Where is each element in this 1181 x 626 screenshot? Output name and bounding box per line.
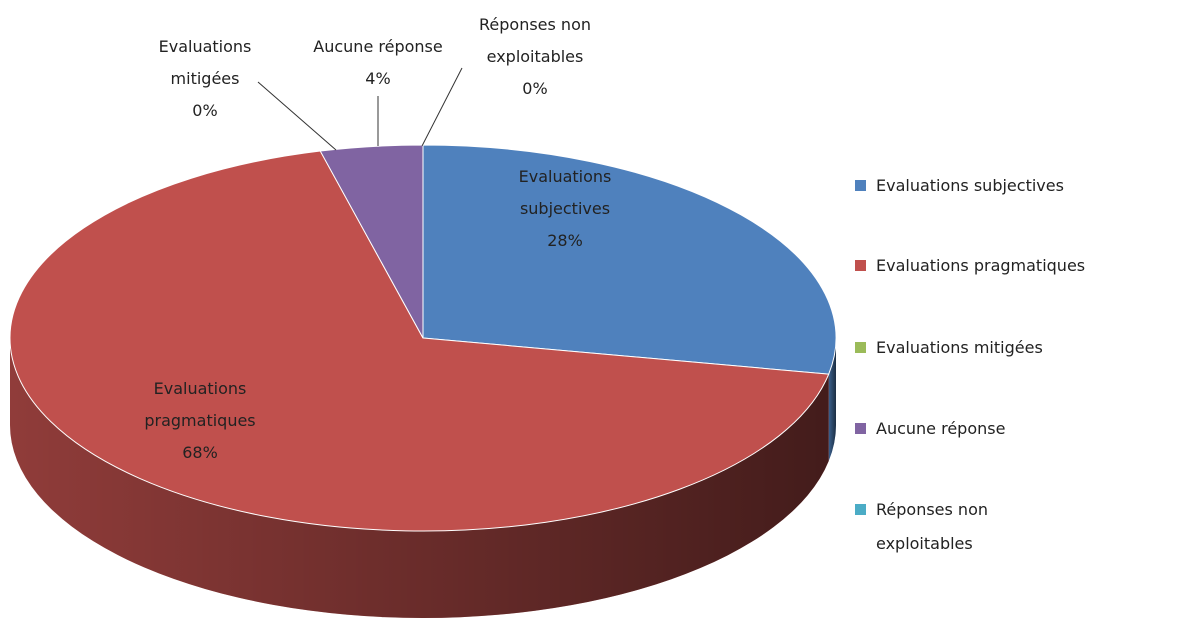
legend-swatch bbox=[855, 423, 866, 434]
data-label-category: Evaluations mitigées bbox=[158, 37, 252, 88]
legend-swatch bbox=[855, 504, 866, 515]
legend-item: Evaluations mitigées bbox=[855, 331, 1175, 365]
data-label-value: 4% bbox=[365, 69, 391, 88]
data-label-value: 0% bbox=[522, 79, 548, 98]
data-label: Réponses non exploitables 0% bbox=[460, 9, 610, 105]
data-label-value: 28% bbox=[547, 231, 583, 250]
data-label-category: Aucune réponse bbox=[313, 37, 443, 56]
data-label-value: 0% bbox=[192, 101, 218, 120]
legend-item: Evaluations subjectives bbox=[855, 169, 1175, 203]
legend-label: Aucune réponse bbox=[876, 419, 1006, 438]
slice bbox=[422, 144, 837, 375]
leader-line bbox=[257, 81, 337, 151]
legend-item: Aucune réponse bbox=[855, 412, 1175, 446]
legend-swatch bbox=[855, 342, 866, 353]
legend-label: Evaluations pragmatiques bbox=[876, 256, 1086, 275]
legend-swatch bbox=[855, 180, 866, 191]
leader-line bbox=[421, 67, 463, 147]
legend-label: Evaluations mitigées bbox=[876, 338, 1043, 357]
slice-side-shade bbox=[10, 338, 829, 619]
legend-item: Réponses non exploitables bbox=[855, 493, 1045, 561]
data-label: Aucune réponse 4% bbox=[298, 31, 458, 95]
legend-swatch bbox=[855, 260, 866, 271]
data-label: Evaluations subjectives 28% bbox=[485, 161, 645, 257]
data-label-category: Evaluations pragmatiques bbox=[144, 379, 256, 430]
data-label-category: Evaluations subjectives bbox=[518, 167, 612, 218]
data-label-category: Réponses non exploitables bbox=[479, 15, 591, 66]
legend-label: Evaluations subjectives bbox=[876, 176, 1064, 195]
slice-side-shade bbox=[828, 338, 836, 462]
data-label: Evaluations pragmatiques 68% bbox=[120, 373, 280, 469]
legend-label: Réponses non exploitables bbox=[876, 500, 988, 553]
pie-sides bbox=[10, 338, 836, 619]
data-label: Evaluations mitigées 0% bbox=[140, 31, 270, 127]
legend-item: Evaluations pragmatiques bbox=[855, 249, 1175, 283]
data-label-value: 68% bbox=[182, 443, 218, 462]
slice bbox=[9, 150, 830, 532]
